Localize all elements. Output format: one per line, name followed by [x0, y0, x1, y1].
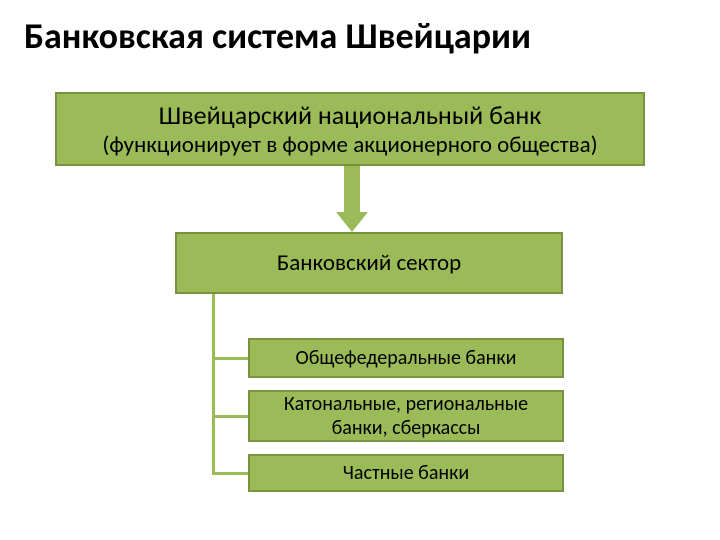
- box-national-bank-line1: Швейцарский национальный банк: [159, 99, 542, 131]
- box-banking-sector-label: Банковский сектор: [277, 249, 461, 277]
- box-private-banks: Частные банки: [248, 454, 564, 492]
- box-cantonal-banks-line2: банки, сберкассы: [332, 416, 481, 440]
- slide-title: Банковская система Швейцарии: [24, 14, 531, 58]
- box-national-bank: Швейцарский национальный банк (функциони…: [55, 92, 645, 166]
- connector-h2: [212, 415, 248, 418]
- box-banking-sector: Банковский сектор: [175, 232, 563, 294]
- box-national-bank-line2: (функционирует в форме акционерного обще…: [102, 131, 597, 159]
- box-federal-banks-label: Общефедеральные банки: [296, 346, 517, 370]
- connector-h3: [212, 472, 248, 475]
- connector-vertical: [212, 294, 215, 474]
- connector-h1: [212, 357, 248, 360]
- box-cantonal-banks: Катональные, региональные банки, сберкас…: [248, 390, 564, 442]
- box-federal-banks: Общефедеральные банки: [248, 338, 564, 378]
- box-cantonal-banks-line1: Катональные, региональные: [284, 392, 528, 416]
- arrow-head-icon: [336, 212, 368, 232]
- arrow-shaft: [344, 166, 360, 214]
- box-private-banks-label: Частные банки: [343, 461, 469, 485]
